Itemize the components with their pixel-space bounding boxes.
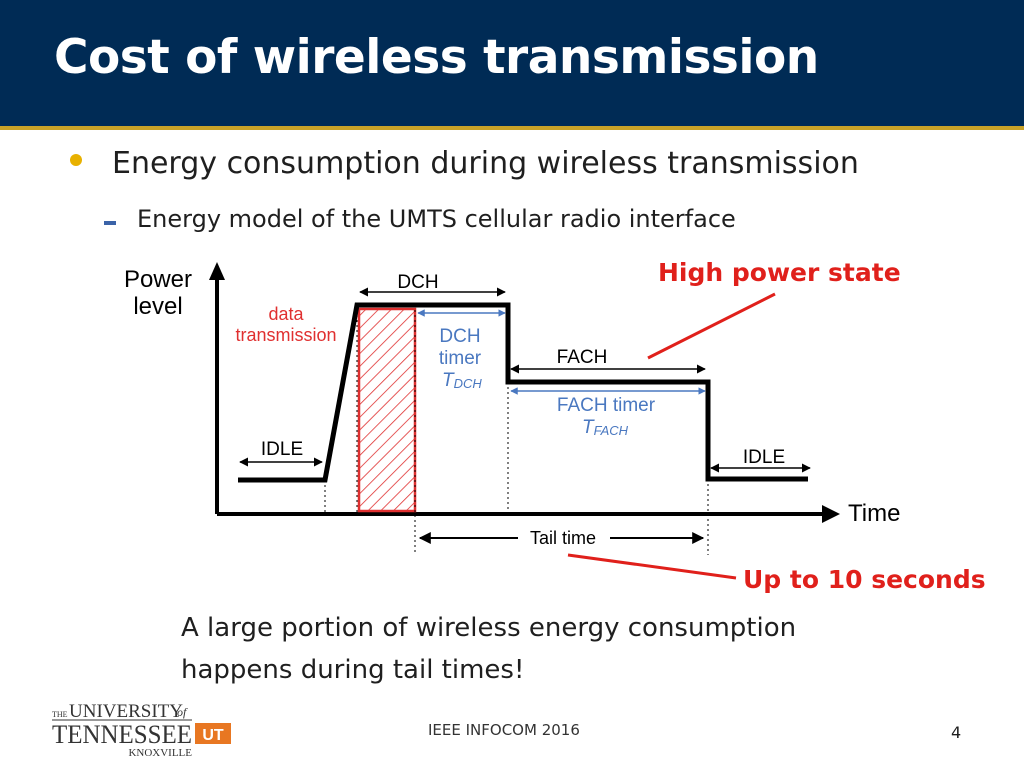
footer-conference: IEEE INFOCOM 2016: [428, 721, 580, 739]
logo-text: TENNESSEE: [52, 720, 192, 749]
logo-text: UNIVERSITY: [69, 701, 183, 722]
x-axis-label: Time: [848, 500, 900, 527]
caption: A large portion of wireless energy consu…: [181, 607, 796, 691]
sub-bullet-text: Energy model of the UMTS cellular radio …: [137, 205, 736, 233]
high-power-state-callout: High power state: [658, 258, 901, 287]
y-axis-label: level: [133, 293, 182, 320]
data-transmission-label: data: [268, 304, 304, 324]
data-transmission-block: [357, 307, 417, 513]
up-to-10-seconds-callout-line: [567, 553, 737, 580]
y-axis-arrow-icon: [209, 262, 225, 280]
fach-label: FACH: [557, 347, 608, 368]
caption-line: happens during tail times!: [181, 655, 525, 685]
dch-label: DCH: [397, 272, 438, 293]
idle-left-label: IDLE: [261, 439, 303, 460]
dch-timer-label: timer: [439, 348, 482, 369]
dch-timer-label: DCH: [439, 326, 480, 347]
logo-ut-mark: [195, 723, 231, 744]
fach-timer-label: FACH timer: [557, 395, 656, 416]
logo-text: of: [177, 705, 188, 719]
sub-bullet-dash-icon: [104, 221, 116, 225]
idle-right-label: IDLE: [743, 447, 785, 468]
high-power-callout-line: [647, 292, 776, 360]
page-number: 4: [951, 723, 962, 742]
tail-time-label: Tail time: [530, 528, 596, 548]
slide-title: Cost of wireless transmission: [54, 30, 819, 85]
bullet-text: Energy consumption during wireless trans…: [112, 146, 859, 181]
dch-timer-symbol: TDCH: [442, 370, 482, 391]
title-bar-rule: [0, 126, 1024, 130]
logo-text: UT: [202, 727, 224, 744]
up-to-10-seconds-callout: Up to 10 seconds: [743, 565, 986, 594]
logo-text: KNOXVILLE: [128, 747, 192, 759]
x-axis-arrow-icon: [822, 505, 840, 523]
logo-text: THE: [52, 710, 68, 719]
title-bar: [0, 0, 1024, 126]
data-transmission-label: transmission: [235, 325, 336, 345]
caption-line: A large portion of wireless energy consu…: [181, 613, 797, 643]
university-logo: THE UNIVERSITY of TENNESSEE UT KNOXVILLE: [52, 701, 231, 759]
power-level-curve: [238, 302, 808, 483]
bullet-dot-icon: [70, 154, 82, 166]
y-axis-label: Power: [124, 266, 192, 293]
fach-timer-symbol: TFACH: [582, 417, 629, 438]
